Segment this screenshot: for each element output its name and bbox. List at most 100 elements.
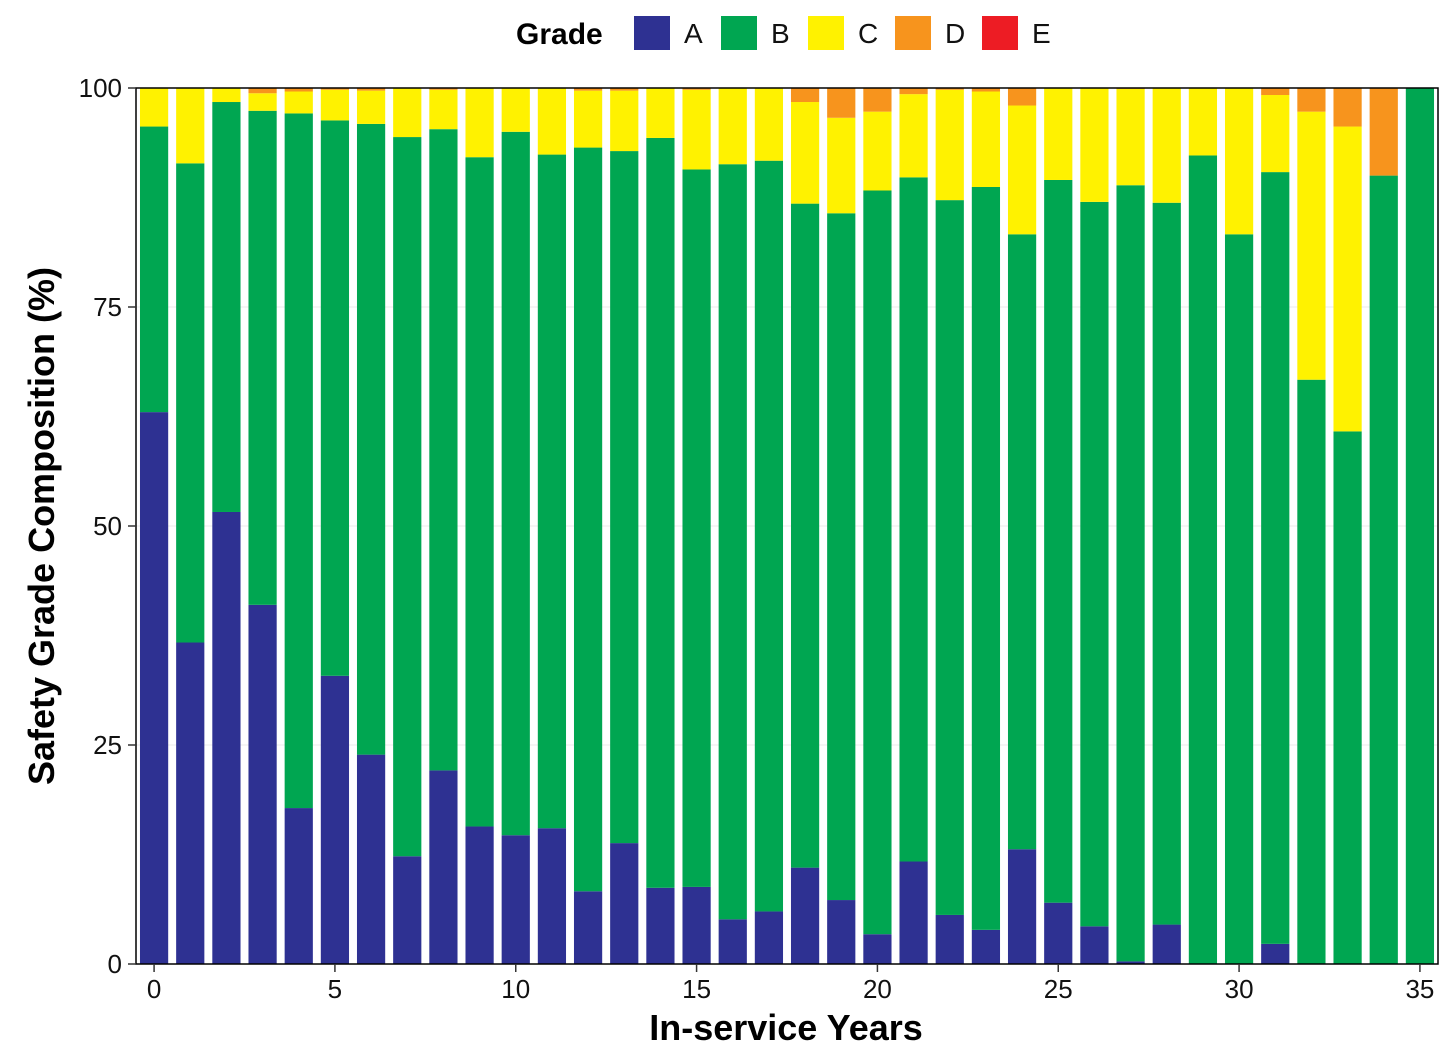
bar-segment-D (682, 88, 711, 90)
bar-segment-B (320, 120, 350, 676)
legend-swatch-E (982, 16, 1018, 50)
bar-segment-B (1044, 179, 1073, 903)
bar-segment-D (1007, 88, 1037, 106)
bar-segment-D (573, 88, 603, 91)
bar-segment-C (935, 89, 964, 201)
y-axis: 0 25 50 75 100 (79, 73, 136, 979)
bar-segment-B (1080, 201, 1109, 927)
bar-segment-C (863, 111, 892, 191)
y-tick-label: 50 (93, 511, 122, 541)
bars (139, 88, 1435, 965)
bar-segment-B (899, 177, 928, 862)
bar-segment-A (718, 919, 747, 964)
bar-segment-C (1261, 95, 1290, 173)
x-tick-label: 5 (328, 974, 342, 1004)
legend-label-A: A (684, 18, 703, 49)
x-axis-title: In-service Years (649, 1007, 923, 1048)
x-tick-label: 10 (501, 974, 530, 1004)
bar-segment-B (610, 151, 639, 844)
legend-swatch-A (634, 16, 670, 50)
legend: Grade A B C D E (516, 16, 1051, 51)
bar-segment-C (1297, 111, 1326, 380)
bar-segment-B (790, 203, 820, 868)
bar-segment-B (1297, 379, 1326, 964)
bar-segment-B (1261, 172, 1290, 944)
bar-segment-C (754, 88, 784, 161)
bar-segment-A (935, 914, 964, 964)
bar-segment-B (754, 160, 784, 912)
bar-segment-C (1080, 88, 1109, 202)
bar-segment-C (971, 91, 1001, 187)
bar-segment-D (863, 88, 892, 112)
x-tick-label: 0 (147, 974, 161, 1004)
bar-segment-A (176, 642, 205, 964)
x-tick-label: 15 (682, 974, 711, 1004)
bar-segment-B (682, 169, 711, 887)
bar-segment-B (1224, 234, 1254, 965)
x-tick-label: 35 (1405, 974, 1434, 1004)
bar-segment-B (1007, 234, 1037, 850)
bar-segment-A (537, 828, 567, 964)
bar-segment-B (537, 154, 567, 829)
bar-segment-D (610, 88, 639, 91)
bar-segment-A (1152, 924, 1181, 964)
bar-segment-C (320, 89, 350, 121)
bar-segment-D (790, 88, 820, 103)
bar-segment-B (139, 126, 169, 413)
y-tick-label: 100 (79, 73, 122, 103)
bar-segment-A (429, 770, 458, 964)
legend-label-B: B (771, 18, 790, 49)
bar-segment-C (610, 90, 639, 152)
bar-segment-A (971, 929, 1001, 964)
bar-segment-B (212, 102, 241, 512)
bar-segment-D (1369, 88, 1398, 176)
bar-segment-C (248, 93, 277, 111)
bar-segment-C (573, 90, 603, 148)
bar-segment-C (465, 88, 494, 158)
bar-segment-C (790, 102, 820, 204)
bar-segment-A (1044, 902, 1073, 964)
x-tick-label: 30 (1225, 974, 1254, 1004)
bar-segment-D (1261, 88, 1290, 96)
bar-segment-B (248, 110, 277, 605)
bar-segment-A (863, 934, 892, 964)
bar-segment-A (248, 604, 277, 964)
bar-segment-B (501, 131, 530, 836)
legend-label-D: D (945, 18, 965, 49)
bar-segment-A (1007, 849, 1037, 964)
bar-segment-C (1152, 88, 1181, 203)
bar-segment-D (356, 88, 386, 91)
bar-segment-C (1224, 88, 1254, 235)
bar-segment-A (610, 843, 639, 964)
bar-segment-C (827, 117, 856, 214)
bar-segment-B (1188, 155, 1218, 964)
bar-segment-C (356, 90, 386, 124)
bar-segment-C (682, 89, 711, 170)
bar-segment-C (501, 88, 530, 132)
bar-segment-B (1369, 175, 1398, 965)
bar-segment-D (1297, 88, 1326, 112)
bar-segment-C (1116, 88, 1145, 186)
bar-segment-A (465, 826, 494, 964)
bar-segment-B (1152, 202, 1181, 925)
bar-segment-B (176, 163, 205, 643)
bar-segment-A (320, 675, 350, 964)
bar-segment-B (429, 129, 458, 771)
bar-segment-A (501, 835, 530, 964)
bar-segment-B (1333, 431, 1362, 965)
bar-segment-A (646, 887, 675, 964)
bar-segment-B (646, 137, 675, 888)
bar-segment-C (1007, 105, 1037, 235)
bar-segment-B (935, 200, 964, 915)
bar-segment-A (899, 861, 928, 964)
legend-label-E: E (1032, 18, 1051, 49)
bar-segment-A (139, 412, 169, 964)
plot-area (135, 87, 1439, 965)
bar-segment-C (393, 88, 422, 138)
bar-segment-B (1405, 88, 1435, 964)
bar-segment-A (827, 900, 856, 964)
y-tick-label: 75 (93, 292, 122, 322)
bar-segment-C (646, 88, 675, 138)
x-tick-label: 25 (1044, 974, 1073, 1004)
